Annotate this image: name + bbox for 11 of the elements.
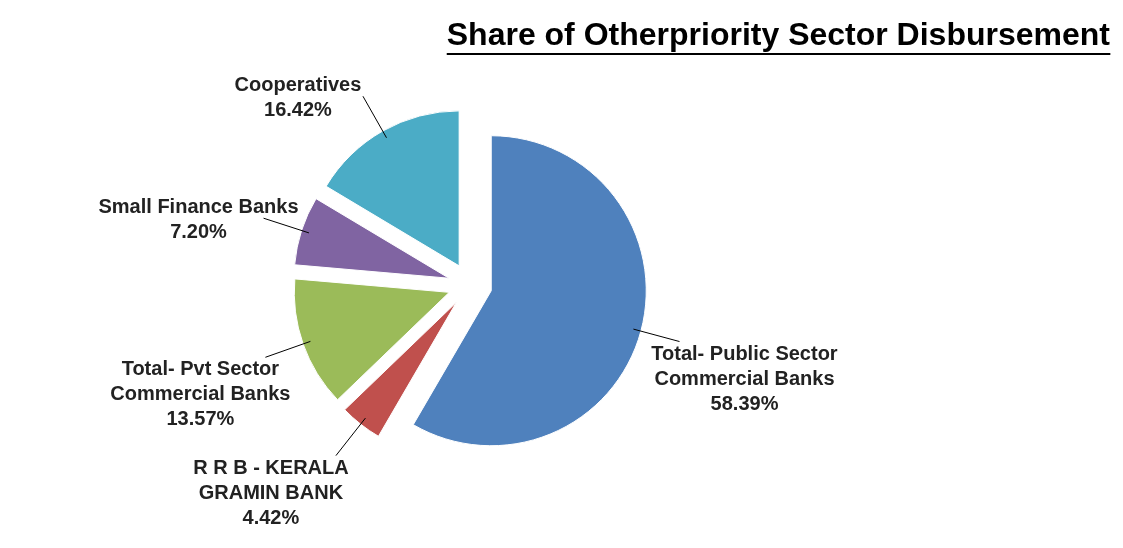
data-label: 7.20% <box>170 219 228 242</box>
slice-label: Cooperatives <box>234 72 362 95</box>
chart-title: Share of Otherpriority Sector Disbursement <box>446 16 1111 52</box>
slice-label: R R B - KERALA GRAMIN BANK <box>193 455 349 503</box>
data-label: 4.42% <box>242 505 300 528</box>
slice-label: Total- Pvt Sector Commercial Banks <box>110 357 291 405</box>
slice-label: Total- Public Sector Commercial Banks <box>651 341 838 389</box>
data-label: 58.39% <box>710 391 779 414</box>
data-label: 16.42% <box>264 97 333 120</box>
data-label: 13.57% <box>166 407 235 430</box>
slice-label: Small Finance Banks <box>98 194 299 217</box>
